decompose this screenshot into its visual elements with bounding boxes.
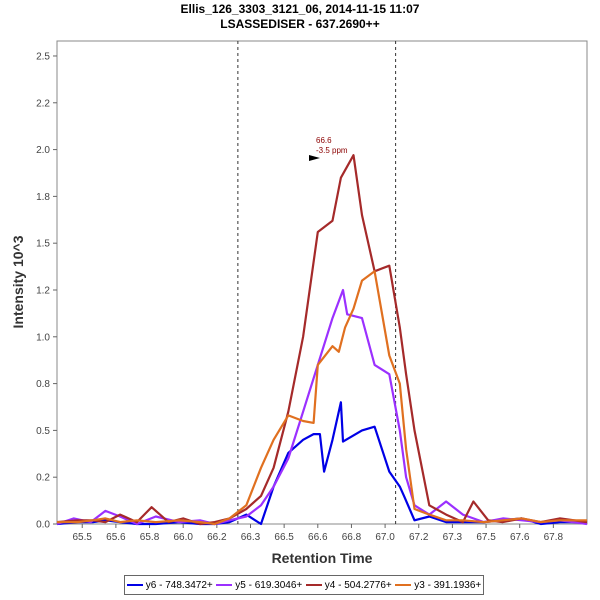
axes-layer: 65.5 65.6 65.8 66.0 66.2 66.3 66.5 66.6 66.8 67.0… (36, 41, 564, 543)
x-tick-label: 67.8 (544, 532, 564, 543)
legend-item: y4 - 504.2776+ (305, 579, 392, 591)
y-tick-label: 1.5 (36, 239, 50, 250)
x-tick-label: 66.6 (308, 532, 328, 543)
series-line-y5 (56, 288, 588, 526)
y-tick-label: 1.8 (36, 192, 50, 203)
x-tick-label: 67.2 (409, 532, 429, 543)
x-tick-label: 66.5 (274, 532, 294, 543)
y-tick-label: 2.2 (36, 98, 50, 109)
legend-label: y5 - 619.3046+ (235, 579, 303, 591)
legend-item: y3 - 391.1936+ (395, 580, 481, 591)
x-tick-label: 67.3 (443, 532, 463, 543)
legend-label: y3 - 391.1936+ (414, 579, 482, 591)
legend-swatch (395, 584, 412, 586)
legend-swatch (305, 584, 322, 586)
x-tick-label: 65.5 (73, 532, 93, 543)
x-axis-label: Retention Time (272, 550, 373, 566)
chart-title: Ellis_126_3303_3121_06, 2014-11-15 11:07 (181, 2, 420, 16)
y-tick-label: 0.0 (36, 520, 50, 531)
y-tick-label: 0.5 (36, 426, 50, 437)
x-tick-label: 65.8 (140, 532, 160, 543)
apex-marker-icon (309, 155, 320, 161)
annotation-ppm: -3.5 ppm (316, 146, 348, 155)
x-tick-label: 65.6 (106, 532, 126, 543)
chart-subtitle: LSASSEDISER - 637.2690++ (220, 17, 379, 31)
y-tick-label: 2.5 (36, 51, 50, 62)
x-tick-label: 67.0 (375, 532, 395, 543)
legend-swatch (126, 584, 143, 586)
x-tick-label: 66.8 (342, 532, 362, 543)
y-tick-label: 0.2 (36, 473, 50, 484)
y-tick-label: 2.0 (36, 145, 50, 156)
annotation-rt: 66.6 (316, 136, 332, 145)
y-tick-label: 0.8 (36, 379, 50, 390)
x-tick-label: 66.0 (173, 532, 193, 543)
legend-item: y5 - 619.3046+ (216, 580, 302, 591)
y-axis-label: Intensity 10^3 (10, 235, 26, 328)
legend-label: y4 - 504.2776+ (324, 579, 392, 591)
y-tick-label: 1.0 (36, 332, 50, 343)
x-tick-label: 67.6 (510, 532, 530, 543)
series-layer (56, 154, 588, 526)
x-tick-label: 66.3 (241, 532, 261, 543)
legend-swatch (216, 584, 233, 586)
series-line-y3 (57, 270, 587, 526)
x-tick-label: 66.2 (207, 532, 227, 543)
series-line-y4 (56, 154, 588, 526)
legend-label: y6 - 748.3472+ (145, 579, 213, 591)
legend-item: y6 - 748.3472+ (126, 579, 213, 591)
legend: y6 - 748.3472+ y5 - 619.3046+ y4 - 504.277… (124, 575, 484, 595)
y-tick-label: 1.2 (36, 285, 50, 296)
x-tick-label: 67.5 (476, 532, 496, 543)
